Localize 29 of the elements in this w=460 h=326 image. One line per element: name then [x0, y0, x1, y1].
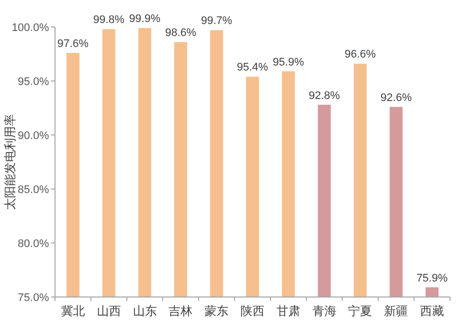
x-tick-label: 新疆 — [384, 304, 408, 318]
data-label: 97.6% — [57, 38, 89, 50]
y-tick-label: 85.0% — [18, 184, 50, 196]
y-tick-label: 75.0% — [18, 292, 50, 304]
x-tick-label: 青海 — [312, 304, 336, 318]
x-tick-label: 蒙东 — [204, 304, 229, 318]
data-label: 96.6% — [344, 48, 376, 61]
data-label: 92.6% — [380, 92, 412, 104]
x-tick-label: 甘肃 — [276, 304, 300, 318]
data-label: 95.9% — [272, 56, 304, 68]
x-tick-label: 山西 — [96, 304, 121, 318]
x-tick-label: 西藏 — [420, 304, 444, 318]
x-tick-label: 陕西 — [240, 304, 264, 318]
x-tick-label: 吉林 — [168, 304, 193, 318]
data-label: 99.8% — [93, 14, 125, 26]
data-label: 92.8% — [308, 90, 340, 102]
y-tick-label: 95.0% — [18, 76, 50, 88]
data-label: 98.6% — [165, 27, 196, 40]
y-tick-label: 100.0% — [12, 22, 50, 34]
y-axis-title: 太阳能发电利用率 — [3, 114, 17, 210]
y-tick-label: 80.0% — [18, 238, 50, 250]
x-tick-label: 冀北 — [60, 304, 85, 318]
x-tick-label: 山东 — [132, 304, 157, 318]
data-label: 75.9% — [416, 272, 448, 284]
data-label: 99.7% — [200, 15, 232, 28]
y-tick-label: 90.0% — [18, 130, 50, 142]
data-label: 95.4% — [236, 62, 268, 74]
data-label: 99.9% — [129, 13, 161, 26]
x-tick-label: 宁夏 — [348, 304, 372, 318]
